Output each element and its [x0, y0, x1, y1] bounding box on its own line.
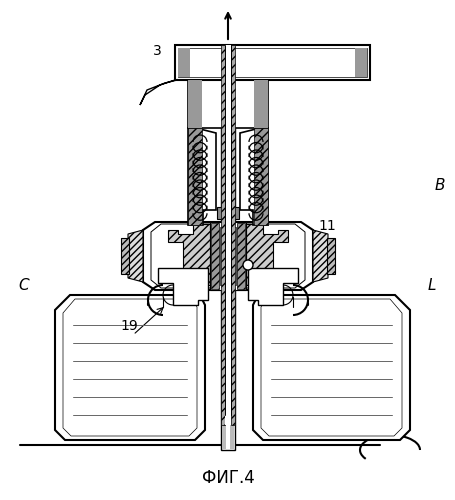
Polygon shape [245, 224, 288, 285]
Text: C: C [18, 278, 29, 293]
Polygon shape [239, 128, 268, 225]
Polygon shape [143, 222, 312, 290]
Bar [217, 207, 238, 219]
Bar [222, 300, 233, 320]
Polygon shape [312, 230, 327, 282]
Bar [222, 91, 226, 449]
Polygon shape [223, 320, 232, 330]
Bar [177, 48, 366, 77]
Bar [326, 238, 334, 274]
Bar [187, 128, 202, 225]
Bar [223, 335, 232, 385]
Circle shape [223, 329, 232, 337]
Bar [121, 238, 129, 274]
Bar [175, 45, 369, 80]
Bar [226, 91, 229, 449]
Polygon shape [151, 224, 304, 288]
Bar [211, 223, 218, 289]
Polygon shape [128, 230, 143, 282]
Polygon shape [167, 224, 210, 285]
Bar [177, 48, 190, 77]
Bar [221, 90, 234, 450]
Bar [210, 222, 245, 290]
Bar [354, 48, 366, 77]
Bar [253, 80, 268, 128]
Polygon shape [187, 128, 216, 225]
Polygon shape [248, 268, 298, 305]
Polygon shape [55, 295, 205, 440]
Bar [231, 45, 234, 425]
Bar [224, 45, 231, 425]
Polygon shape [157, 268, 207, 305]
Bar [187, 80, 268, 128]
Bar [253, 128, 268, 225]
Text: ФИГ.4: ФИГ.4 [201, 469, 254, 487]
Polygon shape [253, 295, 409, 440]
Text: 3: 3 [153, 44, 162, 58]
Text: 19: 19 [120, 319, 137, 333]
Polygon shape [63, 299, 197, 436]
Text: B: B [434, 178, 445, 193]
Text: L: L [427, 278, 435, 293]
Bar [237, 223, 244, 289]
Circle shape [243, 260, 253, 270]
Bar [219, 227, 236, 285]
Text: 11: 11 [317, 219, 335, 233]
Bar [187, 80, 202, 128]
Bar [221, 45, 224, 425]
Bar [229, 91, 233, 449]
Polygon shape [260, 299, 401, 436]
